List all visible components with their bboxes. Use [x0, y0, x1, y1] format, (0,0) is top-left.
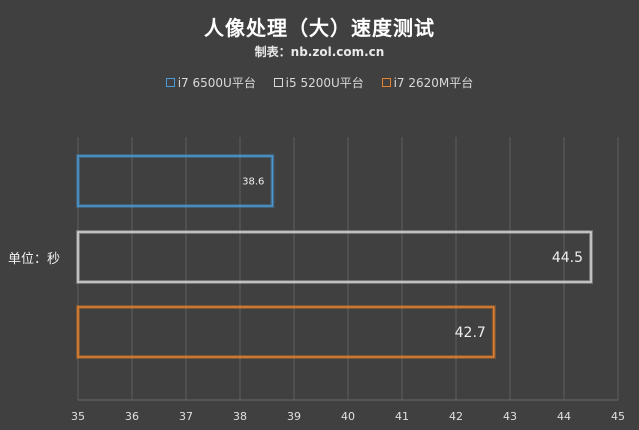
legend: i7 6500U平台 i5 5200U平台 i7 2620M平台: [0, 74, 639, 91]
bar-value-label-0: 38.6: [242, 177, 264, 188]
legend-swatch-i7-6500u: [165, 78, 175, 87]
x-tick-label-40: 40: [341, 410, 355, 423]
x-tick-label-41: 41: [395, 410, 409, 423]
bar-value-label-2: 42.7: [455, 325, 486, 341]
legend-label-i7-6500u: i7 6500U平台: [177, 76, 256, 90]
bar-value-label-1: 44.5: [552, 250, 583, 266]
legend-item-i7-6500u: i7 6500U平台: [165, 74, 256, 91]
x-tick-label-45: 45: [611, 410, 625, 423]
x-tick-label-35: 35: [71, 410, 85, 423]
x-tick-label-38: 38: [233, 410, 247, 423]
bar-glow-2: [76, 305, 496, 359]
bar-0: [77, 155, 274, 207]
bar-glow-1: [76, 230, 593, 284]
x-tick-label-43: 43: [503, 410, 517, 423]
legend-swatch-i5-5200u: [273, 78, 283, 87]
x-tick-label-42: 42: [449, 410, 463, 423]
legend-swatch-i7-2620m: [381, 78, 391, 87]
x-tick-label-44: 44: [557, 410, 571, 423]
legend-item-i7-2620m: i7 2620M平台: [381, 74, 474, 91]
legend-label-i5-5200u: i5 5200U平台: [285, 76, 364, 90]
x-tick-label-36: 36: [125, 410, 139, 423]
x-tick-label-37: 37: [179, 410, 193, 423]
bar-2: [77, 306, 495, 358]
chart-title: 人像处理（大）速度测试: [204, 16, 435, 40]
bar-1: [77, 231, 592, 283]
legend-label-i7-2620m: i7 2620M平台: [393, 76, 474, 90]
axis-unit-label: 单位：秒: [8, 252, 61, 267]
chart-subtitle: 制表：nb.zol.com.cn: [254, 45, 385, 59]
x-tick-label-39: 39: [287, 410, 301, 423]
legend-item-i5-5200u: i5 5200U平台: [273, 74, 364, 91]
